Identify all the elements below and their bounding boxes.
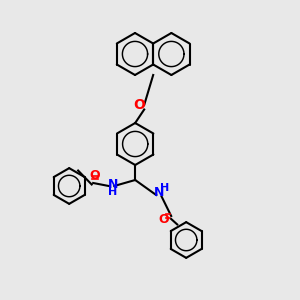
Text: H: H [108,187,117,197]
Text: O: O [89,169,100,182]
Text: N: N [154,185,164,199]
Text: N: N [107,178,118,191]
Text: O: O [134,98,146,112]
Text: O: O [158,212,169,226]
Text: H: H [160,182,169,193]
